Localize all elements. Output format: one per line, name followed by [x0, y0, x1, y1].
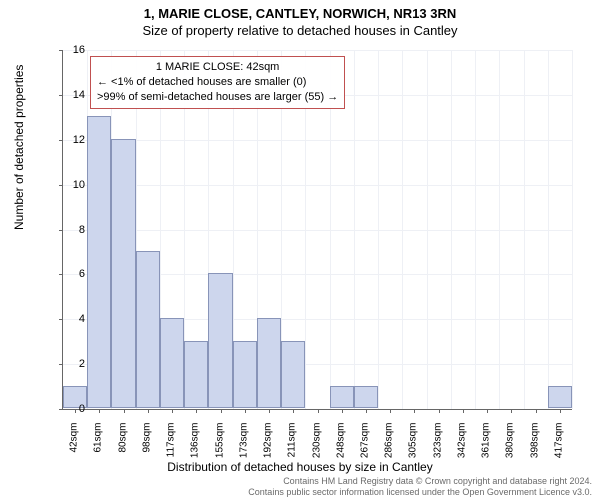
gridline-v [427, 50, 428, 409]
ytick-label: 2 [79, 358, 85, 370]
xtick-mark [99, 409, 100, 413]
gridline-h [63, 140, 572, 141]
ytick-mark [59, 185, 63, 186]
ytick-label: 6 [79, 268, 85, 280]
xtick-mark [196, 409, 197, 413]
bar [354, 386, 378, 408]
gridline-v [451, 50, 452, 409]
xtick-label: 80sqm [117, 423, 128, 463]
gridline-h [63, 185, 572, 186]
bar [111, 139, 135, 408]
gridline-v [402, 50, 403, 409]
xtick-label: 323sqm [432, 423, 443, 463]
xtick-mark [511, 409, 512, 413]
ytick-mark [59, 140, 63, 141]
gridline-v [475, 50, 476, 409]
xtick-mark [245, 409, 246, 413]
xtick-label: 398sqm [529, 423, 540, 463]
xtick-label: 230sqm [311, 423, 322, 463]
xtick-label: 267sqm [359, 423, 370, 463]
ytick-mark [59, 50, 63, 51]
annotation-line1: 1 MARIE CLOSE: 42sqm [97, 60, 338, 75]
xtick-mark [269, 409, 270, 413]
xtick-label: 42sqm [69, 423, 80, 463]
bar [233, 341, 257, 408]
xtick-label: 211sqm [287, 423, 298, 463]
ytick-label: 0 [79, 403, 85, 415]
xtick-mark [439, 409, 440, 413]
chart-container: 1, MARIE CLOSE, CANTLEY, NORWICH, NR13 3… [0, 0, 600, 500]
xtick-mark [221, 409, 222, 413]
y-axis-label: Number of detached properties [12, 65, 26, 230]
bar [330, 386, 354, 408]
gridline-v [572, 50, 573, 409]
xtick-mark [172, 409, 173, 413]
xtick-label: 380sqm [505, 423, 516, 463]
xtick-mark [318, 409, 319, 413]
xtick-mark [124, 409, 125, 413]
ytick-mark [59, 274, 63, 275]
xtick-label: 117sqm [166, 423, 177, 463]
xtick-mark [487, 409, 488, 413]
gridline-h [63, 50, 572, 51]
xtick-label: 305sqm [408, 423, 419, 463]
ytick-mark [59, 319, 63, 320]
bar [548, 386, 572, 408]
xtick-mark [366, 409, 367, 413]
gridline-v [354, 50, 355, 409]
ytick-label: 10 [73, 179, 85, 191]
title-address: 1, MARIE CLOSE, CANTLEY, NORWICH, NR13 3… [0, 0, 600, 21]
bar [160, 318, 184, 408]
xtick-mark [560, 409, 561, 413]
bar [87, 116, 111, 408]
ytick-mark [59, 364, 63, 365]
xtick-label: 361sqm [481, 423, 492, 463]
chart-area: 1 MARIE CLOSE: 42sqm ← <1% of detached h… [62, 50, 572, 410]
gridline-v [548, 50, 549, 409]
ytick-label: 14 [73, 89, 85, 101]
ytick-label: 8 [79, 224, 85, 236]
xtick-label: 136sqm [190, 423, 201, 463]
xtick-label: 417sqm [553, 423, 564, 463]
xtick-label: 192sqm [263, 423, 274, 463]
ytick-mark [59, 409, 63, 410]
xtick-mark [390, 409, 391, 413]
bar [208, 273, 232, 408]
ytick-label: 4 [79, 313, 85, 325]
bar [257, 318, 281, 408]
bar [136, 251, 160, 408]
title-subtitle: Size of property relative to detached ho… [0, 21, 600, 38]
gridline-h [63, 230, 572, 231]
xtick-mark [342, 409, 343, 413]
footer-line1: Contains HM Land Registry data © Crown c… [248, 476, 592, 487]
xtick-mark [75, 409, 76, 413]
annotation-line2: ← <1% of detached houses are smaller (0) [97, 75, 338, 90]
xtick-label: 286sqm [384, 423, 395, 463]
footer-line2: Contains public sector information licen… [248, 487, 592, 498]
annotation-line3: >99% of semi-detached houses are larger … [97, 90, 338, 105]
footer-attribution: Contains HM Land Registry data © Crown c… [248, 476, 592, 498]
gridline-v [524, 50, 525, 409]
xtick-mark [414, 409, 415, 413]
xtick-label: 173sqm [238, 423, 249, 463]
bar [281, 341, 305, 408]
xtick-mark [463, 409, 464, 413]
xtick-label: 248sqm [335, 423, 346, 463]
xtick-label: 342sqm [456, 423, 467, 463]
gridline-v [378, 50, 379, 409]
gridline-v [499, 50, 500, 409]
xtick-label: 98sqm [141, 423, 152, 463]
xtick-mark [293, 409, 294, 413]
xtick-mark [536, 409, 537, 413]
ytick-label: 12 [73, 134, 85, 146]
ytick-mark [59, 230, 63, 231]
xtick-label: 155sqm [214, 423, 225, 463]
xtick-label: 61sqm [93, 423, 104, 463]
xtick-mark [148, 409, 149, 413]
ytick-mark [59, 95, 63, 96]
bar [184, 341, 208, 408]
ytick-label: 16 [73, 44, 85, 56]
annotation-box: 1 MARIE CLOSE: 42sqm ← <1% of detached h… [90, 56, 345, 109]
